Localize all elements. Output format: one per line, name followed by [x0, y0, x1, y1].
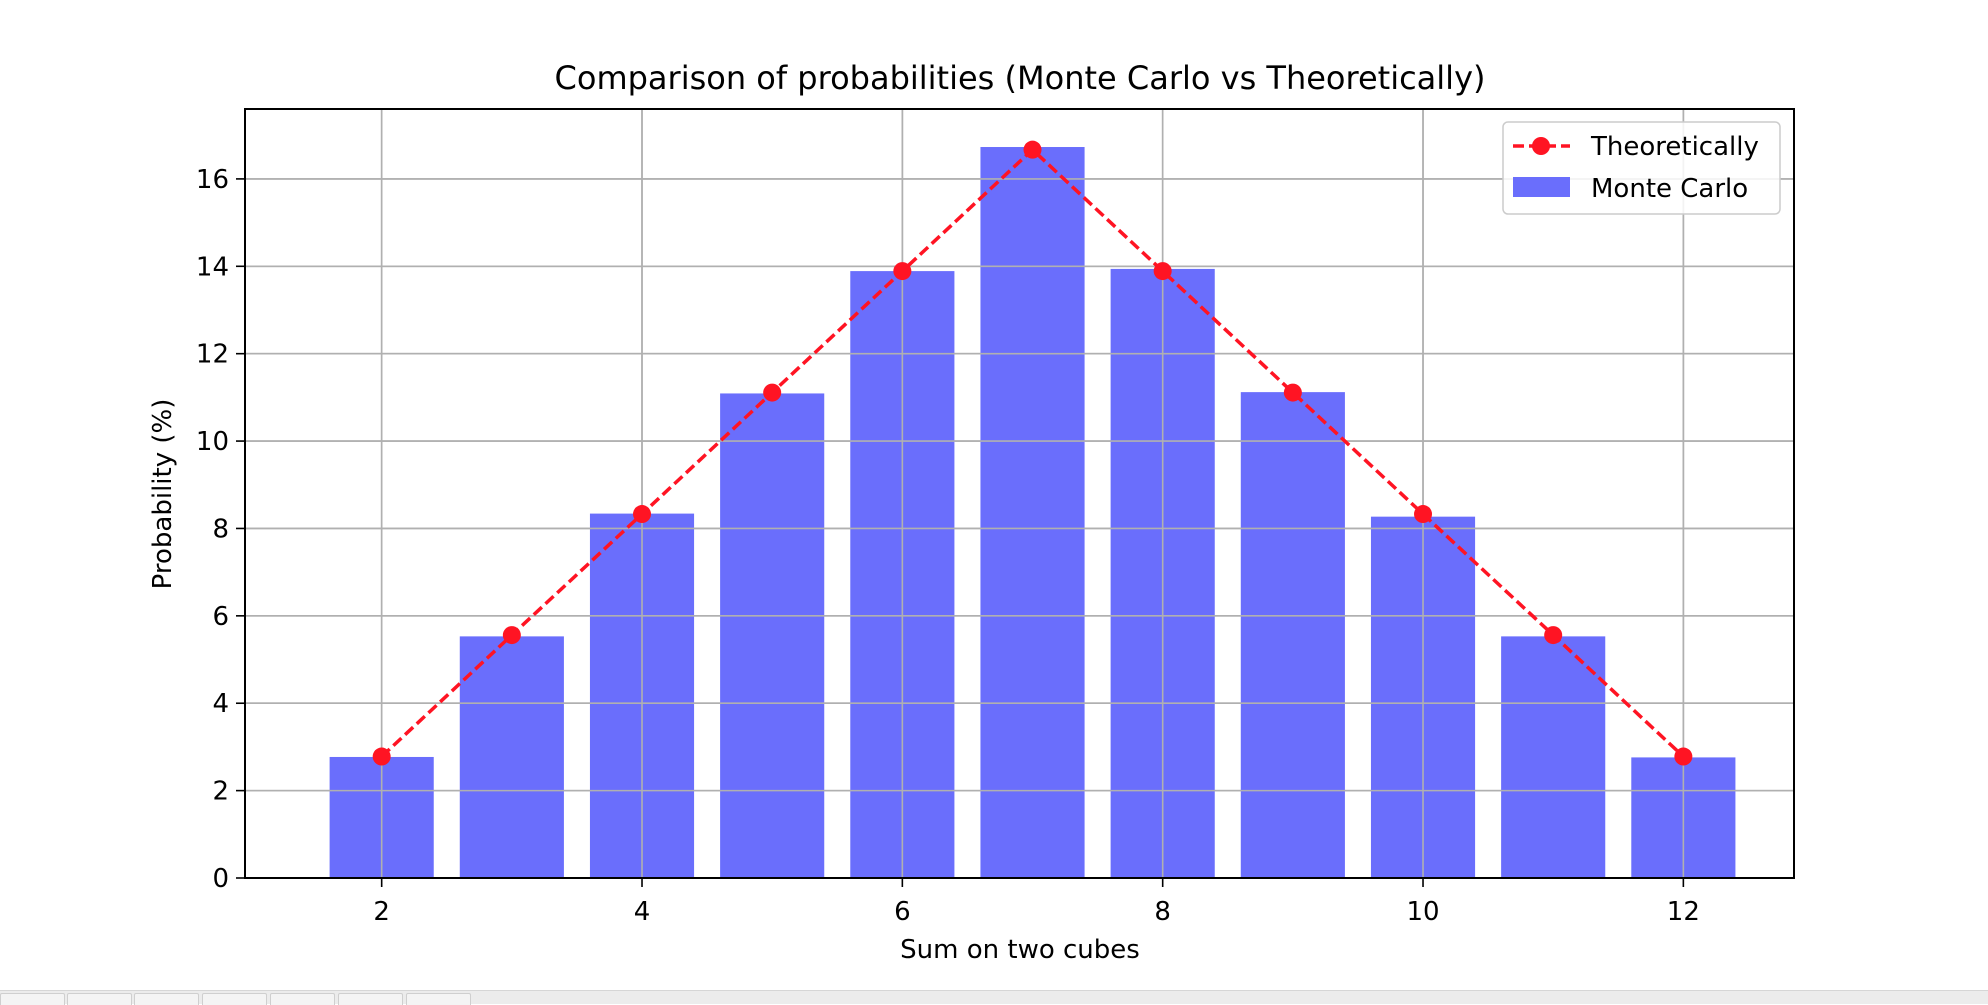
x-tick-label: 8 [1154, 897, 1171, 927]
legend: Theoretically Monte Carlo [1502, 121, 1781, 215]
toolbar-button[interactable] [406, 993, 471, 1005]
x-axis-label: Sum on two cubes [900, 935, 1140, 965]
y-tick-label: 4 [212, 689, 229, 719]
toolbar-button[interactable] [67, 993, 132, 1005]
theoretical-point [1023, 140, 1042, 159]
y-tick-label: 12 [196, 340, 229, 370]
theoretical-point [502, 626, 521, 645]
toolbar-button[interactable] [0, 993, 65, 1005]
bar-monte-carlo [1240, 392, 1345, 878]
x-tick-label: 10 [1406, 897, 1439, 927]
y-tick-label: 10 [196, 427, 229, 457]
toolbar-button[interactable] [202, 993, 267, 1005]
plot-frame [244, 108, 1795, 879]
x-tick-label: 12 [1667, 897, 1700, 927]
theoretical-point [1674, 747, 1693, 766]
x-tick-label: 6 [894, 897, 911, 927]
legend-monte-carlo-swatch [1513, 177, 1570, 197]
y-tick-label: 0 [212, 864, 229, 894]
y-tick-label: 6 [212, 602, 229, 632]
legend-theoretical-marker [1532, 137, 1550, 155]
toolbar-strip [0, 990, 1988, 1005]
y-tick-label: 14 [196, 252, 229, 282]
theoretical-point [1283, 383, 1302, 402]
y-tick-label: 2 [212, 777, 229, 807]
bar-monte-carlo [980, 147, 1085, 878]
bar-monte-carlo [459, 636, 564, 878]
monte-carlo-bars [329, 147, 1736, 879]
theoretical-point [763, 383, 782, 402]
legend-theoretical-label: Theoretically [1590, 132, 1759, 162]
toolbar-button[interactable] [134, 993, 199, 1005]
x-axis-ticks: 2 4 6 8 10 12 [373, 878, 1700, 927]
chart-title: Comparison of probabilities (Monte Carlo… [555, 59, 1486, 97]
toolbar-button[interactable] [270, 993, 335, 1005]
y-tick-label: 8 [212, 514, 229, 544]
legend-box [1502, 121, 1781, 215]
toolbar-button[interactable] [338, 993, 403, 1005]
y-axis-ticks: 0 2 4 6 8 10 12 14 16 [196, 165, 245, 894]
y-tick-label: 16 [196, 165, 229, 195]
legend-monte-carlo-label: Monte Carlo [1591, 174, 1748, 204]
y-axis-label: Probability (%) [148, 399, 178, 590]
theoretical-point [372, 747, 391, 766]
theoretical-point [1544, 626, 1563, 645]
theoretical-point [633, 505, 652, 524]
theoretical-point [1414, 505, 1433, 524]
x-tick-label: 2 [373, 897, 390, 927]
bar-monte-carlo [1501, 636, 1606, 878]
theoretical-line [372, 140, 1693, 766]
bar-monte-carlo [720, 393, 825, 878]
x-tick-label: 4 [634, 897, 651, 927]
theoretical-point [1153, 262, 1172, 281]
theoretical-point [893, 262, 912, 281]
